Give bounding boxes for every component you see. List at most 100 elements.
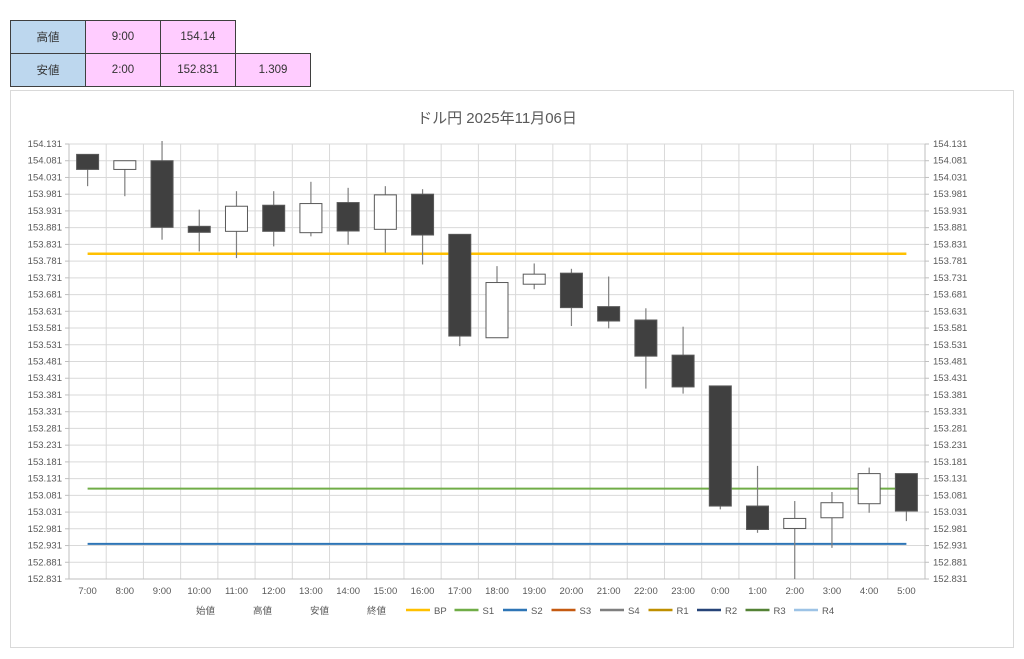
y-axis-label-right: 153.731 (933, 273, 967, 284)
x-axis-label: 17:00 (448, 586, 472, 597)
y-axis-label-left: 152.981 (28, 524, 62, 535)
y-axis-label-right: 153.181 (933, 457, 967, 468)
legend-series-label: 高値 (253, 605, 273, 617)
candle-up (113, 160, 137, 170)
candle-up (224, 205, 248, 232)
legend-line-label-r2: R2 (725, 606, 737, 617)
legend-line-label-bp: BP (434, 606, 447, 617)
x-axis-label: 5:00 (897, 586, 916, 597)
x-axis-label: 1:00 (748, 586, 767, 597)
x-axis-label: 10:00 (187, 586, 211, 597)
candle-down (150, 160, 174, 228)
y-axis-label-left: 152.881 (28, 557, 62, 568)
candle-up (373, 194, 397, 230)
y-axis-label-left: 153.931 (28, 206, 62, 217)
y-axis-label-right: 152.931 (933, 541, 967, 552)
legend-line-label-s4: S4 (628, 606, 640, 617)
legend-line-label-s3: S3 (580, 606, 592, 617)
y-axis-label-right: 153.981 (933, 189, 967, 200)
low-value-cell: 152.831 (160, 53, 236, 87)
y-axis-label-left: 153.631 (28, 306, 62, 317)
y-axis-label-right: 153.631 (933, 306, 967, 317)
x-axis-label: 3:00 (823, 586, 842, 597)
x-axis-label: 12:00 (262, 586, 286, 597)
high-label-cell: 高値 (10, 20, 86, 54)
y-axis-label-left: 153.131 (28, 474, 62, 485)
y-axis-label-left: 153.481 (28, 357, 62, 368)
y-axis-label-left: 153.331 (28, 407, 62, 418)
high-time-cell: 9:00 (85, 20, 161, 54)
y-axis-label-left: 154.081 (28, 156, 62, 167)
y-axis-label-left: 153.581 (28, 323, 62, 334)
y-axis-label-right: 154.081 (933, 156, 967, 167)
x-axis-label: 23:00 (671, 586, 695, 597)
candle-down (671, 354, 695, 388)
low-label-cell: 安値 (10, 53, 86, 87)
candle-down (746, 505, 770, 530)
y-axis-label-left: 153.281 (28, 423, 62, 434)
x-axis-label: 4:00 (860, 586, 879, 597)
legend-line-label-r4: R4 (822, 606, 834, 617)
y-axis-label-left: 153.781 (28, 256, 62, 267)
summary-table: 高値 9:00 154.14 安値 2:00 152.831 1.309 (10, 20, 311, 87)
y-axis-label-left: 152.831 (28, 574, 62, 585)
x-axis-label: 19:00 (522, 586, 546, 597)
y-axis-label-left: 153.181 (28, 457, 62, 468)
candle-up (820, 502, 844, 519)
y-axis-label-left: 153.431 (28, 373, 62, 384)
y-axis-label-left: 153.231 (28, 440, 62, 451)
y-axis-label-right: 153.881 (933, 223, 967, 234)
x-axis-label: 8:00 (116, 586, 135, 597)
y-axis-label-right: 153.831 (933, 239, 967, 250)
y-axis-label-right: 153.481 (933, 357, 967, 368)
y-axis-label-right: 152.981 (933, 524, 967, 535)
candle-up (522, 273, 546, 285)
candle-down (597, 306, 621, 322)
y-axis-label-left: 153.981 (28, 189, 62, 200)
low-time-cell: 2:00 (85, 53, 161, 87)
legend-line-label-s2: S2 (531, 606, 543, 617)
legend-line-label-r3: R3 (774, 606, 786, 617)
y-axis-label-left: 153.881 (28, 223, 62, 234)
x-axis-label: 21:00 (597, 586, 621, 597)
y-axis-label-right: 153.431 (933, 373, 967, 384)
legend-line-label-s1: S1 (483, 606, 495, 617)
y-axis-label-left: 154.031 (28, 172, 62, 183)
y-axis-label-right: 153.931 (933, 206, 967, 217)
candle-down (187, 225, 211, 233)
candle-down (76, 153, 100, 170)
y-axis-label-left: 153.031 (28, 507, 62, 518)
y-axis-label-right: 153.531 (933, 340, 967, 351)
y-axis-label-left: 153.381 (28, 390, 62, 401)
x-axis-label: 20:00 (560, 586, 584, 597)
y-axis-label-right: 153.381 (933, 390, 967, 401)
y-axis-label-right: 153.231 (933, 440, 967, 451)
x-axis-label: 9:00 (153, 586, 172, 597)
legend-series-label: 終値 (367, 605, 387, 617)
x-axis-label: 15:00 (373, 586, 397, 597)
legend-line-label-r1: R1 (677, 606, 689, 617)
y-axis-label-right: 154.031 (933, 172, 967, 183)
candle-up (485, 282, 509, 339)
high-value-cell: 154.14 (160, 20, 236, 54)
candle-up (783, 517, 807, 529)
candle-down (262, 204, 286, 232)
y-axis-label-left: 153.531 (28, 340, 62, 351)
candle-down (894, 473, 918, 512)
candle-up (299, 203, 323, 234)
candle-down (411, 193, 435, 236)
y-axis-label-right: 153.681 (933, 290, 967, 301)
candle-down (448, 233, 472, 337)
x-axis-label: 2:00 (785, 586, 804, 597)
x-axis-label: 16:00 (411, 586, 435, 597)
y-axis-label-right: 153.781 (933, 256, 967, 267)
y-axis-label-left: 152.931 (28, 541, 62, 552)
x-axis-label: 14:00 (336, 586, 360, 597)
candlestick-chart-frame: 154.131 154.131 154.081 154.081 154.031 154.0… (10, 90, 1014, 648)
x-axis-label: 11:00 (225, 586, 248, 597)
x-axis-label: 7:00 (78, 586, 97, 597)
y-axis-label-right: 153.281 (933, 423, 967, 434)
candle-down (708, 385, 732, 507)
y-axis-label-left: 153.681 (28, 290, 62, 301)
candle-down (559, 272, 583, 309)
